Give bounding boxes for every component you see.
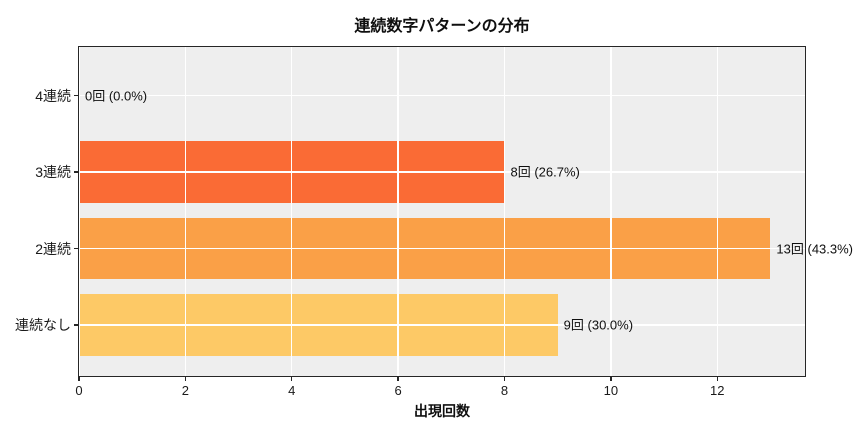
xtick-label-4: 4 [288,383,296,398]
ytick-mark-連続なし [74,324,79,326]
gridline-x-0 [79,47,80,376]
xtick-label-0: 0 [75,383,83,398]
bar-label-4連続: 0回 (0.0%) [85,88,148,103]
xtick-label-8: 8 [500,383,509,398]
ytick-mark-2連続 [74,247,79,250]
ytick-label-連続なし: 連続なし [15,317,71,333]
bar-label-2連続: 13回 (43.3%) [776,241,854,256]
xtick-mark-0 [78,376,80,381]
xtick-mark-12 [716,376,718,381]
gridline-y-連続なし [79,324,805,326]
gridline-x-4 [291,47,293,376]
plot-area [79,47,805,376]
gridline-y-3連続 [79,171,805,173]
bar-label-3連続: 8回 (26.7%) [510,164,580,180]
gridline-x-6 [397,47,399,376]
xtick-label-12: 12 [710,383,725,398]
gridline-y-2連続 [79,247,805,250]
ytick-mark-3連続 [74,171,79,173]
xtick-mark-10 [610,376,612,381]
ytick-label-2連続: 2連続 [35,240,71,257]
xtick-label-2: 2 [181,383,189,398]
gridline-x-12 [716,47,718,376]
gridline-x-8 [503,47,506,376]
xtick-mark-8 [503,376,506,381]
ytick-mark-4連続 [74,94,79,97]
ytick-label-4連続: 4連続 [35,87,71,104]
gridline-y-4連続 [79,94,805,97]
bar-label-連続なし: 9回 (30.0%) [563,317,634,333]
xtick-mark-6 [397,376,399,381]
x-axis-title: 出現回数 [414,403,470,419]
xtick-label-10: 10 [603,383,619,398]
xtick-label-6: 6 [394,383,402,398]
gridline-x-2 [184,47,187,376]
gridline-x-10 [610,47,612,376]
xtick-mark-2 [184,376,187,381]
xtick-mark-4 [291,376,293,381]
chart-title: 連続数字パターンの分布 [354,18,530,35]
ytick-label-3連続: 3連続 [35,164,71,180]
